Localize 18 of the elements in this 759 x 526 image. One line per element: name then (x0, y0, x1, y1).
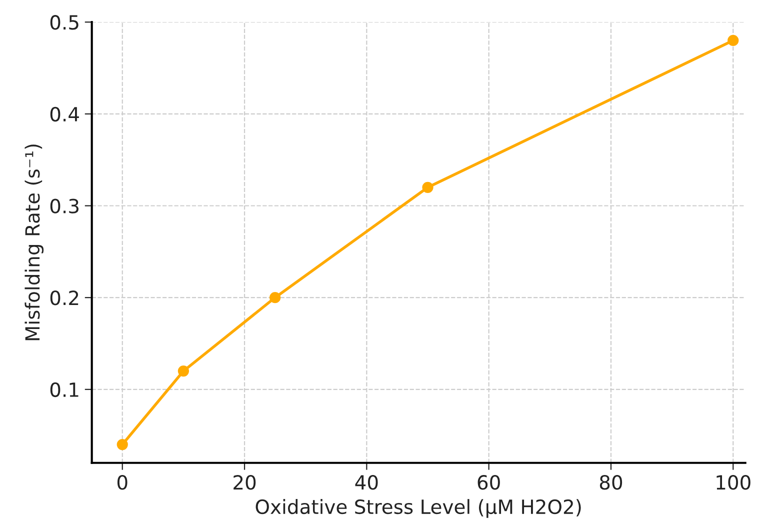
x-tick-label: 80 (600, 475, 622, 490)
x-tick-label: 100 (716, 475, 750, 490)
x-tick-label: 60 (478, 475, 500, 490)
x-axis-title: Oxidative Stress Level (µM H2O2) (256, 499, 581, 518)
y-tick-label: 0.5 (50, 15, 78, 30)
point (178, 365, 190, 377)
x-tick-label: 40 (355, 475, 378, 490)
y-tick-label: 0.1 (50, 382, 78, 398)
point (116, 438, 128, 450)
x-tick-label: 20 (234, 475, 256, 490)
x-tick-label: 0 (117, 475, 128, 490)
point (270, 292, 281, 304)
y-tick-label: 0.2 (50, 290, 78, 306)
y-tick-label: 0.3 (50, 198, 78, 214)
point (728, 34, 739, 46)
point (422, 182, 434, 193)
y-tick-label: 0.4 (50, 106, 79, 122)
y-axis-title: Misfolding Rate (s⁻¹) (24, 144, 44, 340)
